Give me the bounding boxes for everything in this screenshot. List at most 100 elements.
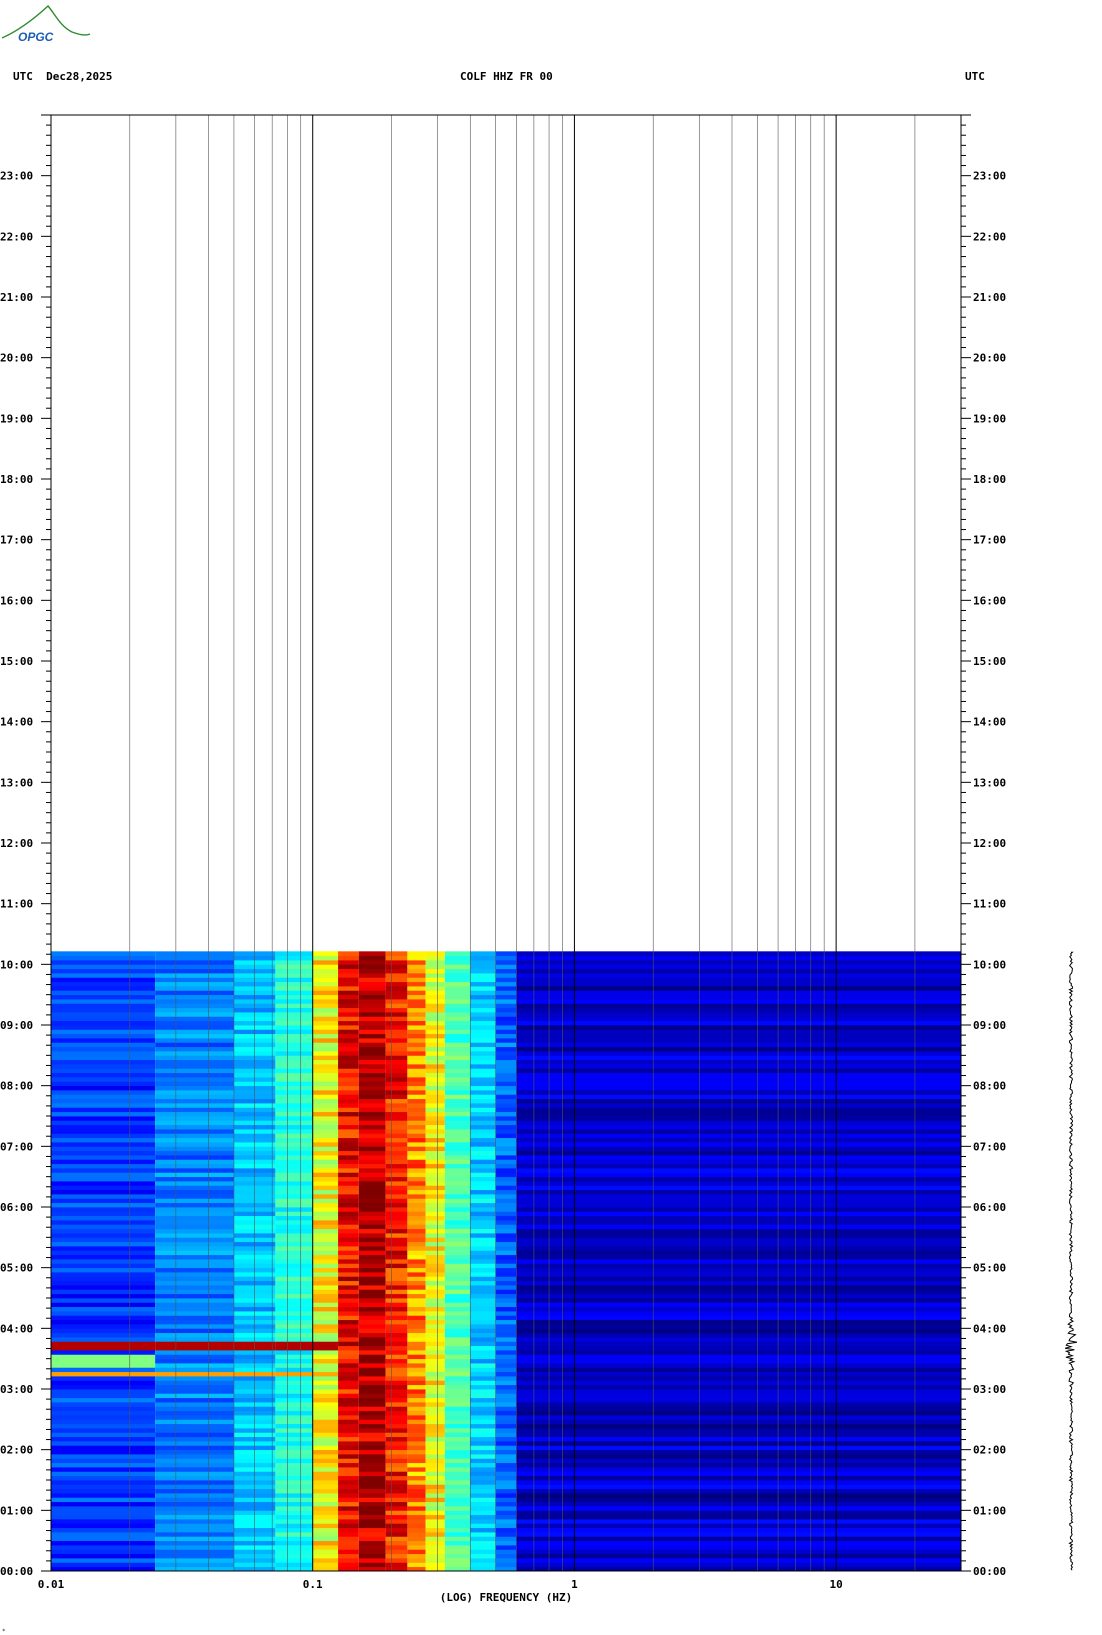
- spectrogram-cell: [51, 1332, 156, 1338]
- spectrogram-cell: [516, 999, 961, 1004]
- spectrogram-cell: [444, 1523, 471, 1529]
- spectrogram-cell: [155, 1107, 234, 1113]
- spectrogram-cell: [312, 1168, 339, 1173]
- spectrogram-cell: [385, 1341, 408, 1347]
- spectrogram-cell: [155, 1272, 234, 1277]
- spectrogram-cell: [275, 1033, 313, 1039]
- spectrogram-cell: [312, 1319, 339, 1325]
- spectrogram-cell: [516, 981, 961, 987]
- spectrogram-cell: [470, 1107, 496, 1113]
- spectrogram-cell: [385, 1146, 408, 1152]
- spectrogram-cell: [275, 1319, 313, 1325]
- spectrogram-cell: [425, 1116, 445, 1121]
- spectrogram-cell: [275, 1072, 313, 1078]
- spectrogram-cell: [155, 990, 234, 996]
- spectrogram-cell: [275, 1519, 313, 1524]
- spectrogram-cell: [312, 1488, 339, 1494]
- spectrogram-cell: [407, 1194, 426, 1199]
- spectrogram-cell: [407, 1566, 426, 1572]
- spectrogram-cell: [470, 1445, 496, 1451]
- spectrogram-cell: [51, 1566, 156, 1572]
- spectrogram-cell: [516, 1506, 961, 1511]
- spectrogram-cell: [312, 973, 339, 978]
- spectrogram-cell: [444, 1298, 471, 1303]
- spectrogram-cell: [385, 1194, 408, 1199]
- spectrogram-cell: [407, 1259, 426, 1264]
- spectrogram-cell: [407, 1345, 426, 1351]
- spectrogram-cell: [444, 1441, 471, 1446]
- spectrogram-cell: [358, 986, 386, 991]
- spectrogram-cell: [312, 1263, 339, 1269]
- spectrogram-cell: [495, 1419, 517, 1425]
- spectrogram-cell: [407, 1540, 426, 1546]
- spectrogram-cell: [385, 1380, 408, 1386]
- spectrogram-cell: [425, 1462, 445, 1468]
- seismic-trace: [1064, 951, 1078, 1571]
- spectrogram-cell: [516, 1267, 961, 1273]
- spectrogram-cell: [275, 1124, 313, 1130]
- spectrogram-cell: [358, 1328, 386, 1334]
- spectrogram-cell: [312, 1471, 339, 1477]
- spectrogram-cell: [155, 1332, 234, 1338]
- spectrogram-cell: [338, 1133, 359, 1139]
- spectrogram-cell: [470, 981, 496, 987]
- spectrogram-cell: [358, 1116, 386, 1121]
- spectrogram-cell: [495, 1345, 517, 1351]
- spectrogram-cell: [51, 1198, 156, 1204]
- spectrogram-cell: [155, 1012, 234, 1017]
- spectrogram-cell: [425, 1051, 445, 1056]
- spectrogram-cell: [407, 1224, 426, 1230]
- spectrogram-cell: [275, 1202, 313, 1208]
- spectrogram-cell: [470, 1289, 496, 1295]
- spectrogram-cell: [358, 1107, 386, 1113]
- spectrogram-cell: [495, 1501, 517, 1507]
- spectrogram-cell: [312, 1367, 339, 1373]
- spectrogram-cell: [358, 1488, 386, 1494]
- spectrogram-cell: [385, 1454, 408, 1459]
- spectrogram-cell: [385, 1103, 408, 1108]
- spectrogram-cell: [312, 1077, 339, 1082]
- spectrogram-cell: [275, 1176, 313, 1182]
- spectrogram-cell: [407, 1445, 426, 1451]
- spectrogram-cell: [516, 1046, 961, 1052]
- spectrogram-cell: [338, 1055, 359, 1061]
- spectrogram-cell: [275, 1103, 313, 1108]
- spectrogram-cell: [516, 1098, 961, 1104]
- spectrogram-cell: [155, 1246, 234, 1251]
- spectrogram-cell: [407, 1376, 426, 1381]
- spectrogram-cell: [275, 1120, 313, 1126]
- spectrogram-cell: [51, 1545, 156, 1550]
- spectrogram-cell: [338, 1311, 359, 1316]
- spectrogram-cell: [385, 1549, 408, 1555]
- spectrogram-cell: [425, 1341, 445, 1347]
- spectrogram-cell: [312, 1142, 339, 1147]
- spectrogram-cell: [358, 1181, 386, 1186]
- spectrogram-cell: [444, 994, 471, 1000]
- spectrogram-cell: [495, 968, 517, 974]
- spectrogram-cell: [275, 1527, 313, 1533]
- spectrogram-cell: [338, 1250, 359, 1256]
- spectrogram-cell: [495, 1163, 517, 1169]
- spectrogram-cell: [385, 1025, 408, 1030]
- spectrogram-cell: [444, 968, 471, 974]
- spectrogram-cell: [516, 1493, 961, 1498]
- spectrogram-cell: [425, 999, 445, 1004]
- spectrogram-cell: [51, 1406, 156, 1412]
- spectrogram-cell: [516, 1172, 961, 1178]
- spectrogram-cell: [338, 1012, 359, 1017]
- spectrogram-cell: [51, 1137, 156, 1143]
- spectrogram-cell: [312, 1415, 339, 1420]
- spectrogram-cell: [516, 1276, 961, 1282]
- spectrogram-cell: [275, 1436, 313, 1442]
- y-tick-label-right: 08:00: [973, 1080, 1006, 1093]
- spectrogram-cell: [385, 1545, 408, 1550]
- spectrogram-cell: [51, 1016, 156, 1022]
- spectrogram-cell: [358, 1501, 386, 1507]
- spectrogram-cell: [470, 1523, 496, 1529]
- spectrogram-cell: [385, 1263, 408, 1269]
- spectrogram-cell: [358, 1111, 386, 1117]
- spectrogram-cell: [385, 1458, 408, 1464]
- spectrogram-cell: [470, 1038, 496, 1043]
- spectrogram-cell: [516, 1475, 961, 1481]
- spectrogram-cell: [155, 1111, 234, 1117]
